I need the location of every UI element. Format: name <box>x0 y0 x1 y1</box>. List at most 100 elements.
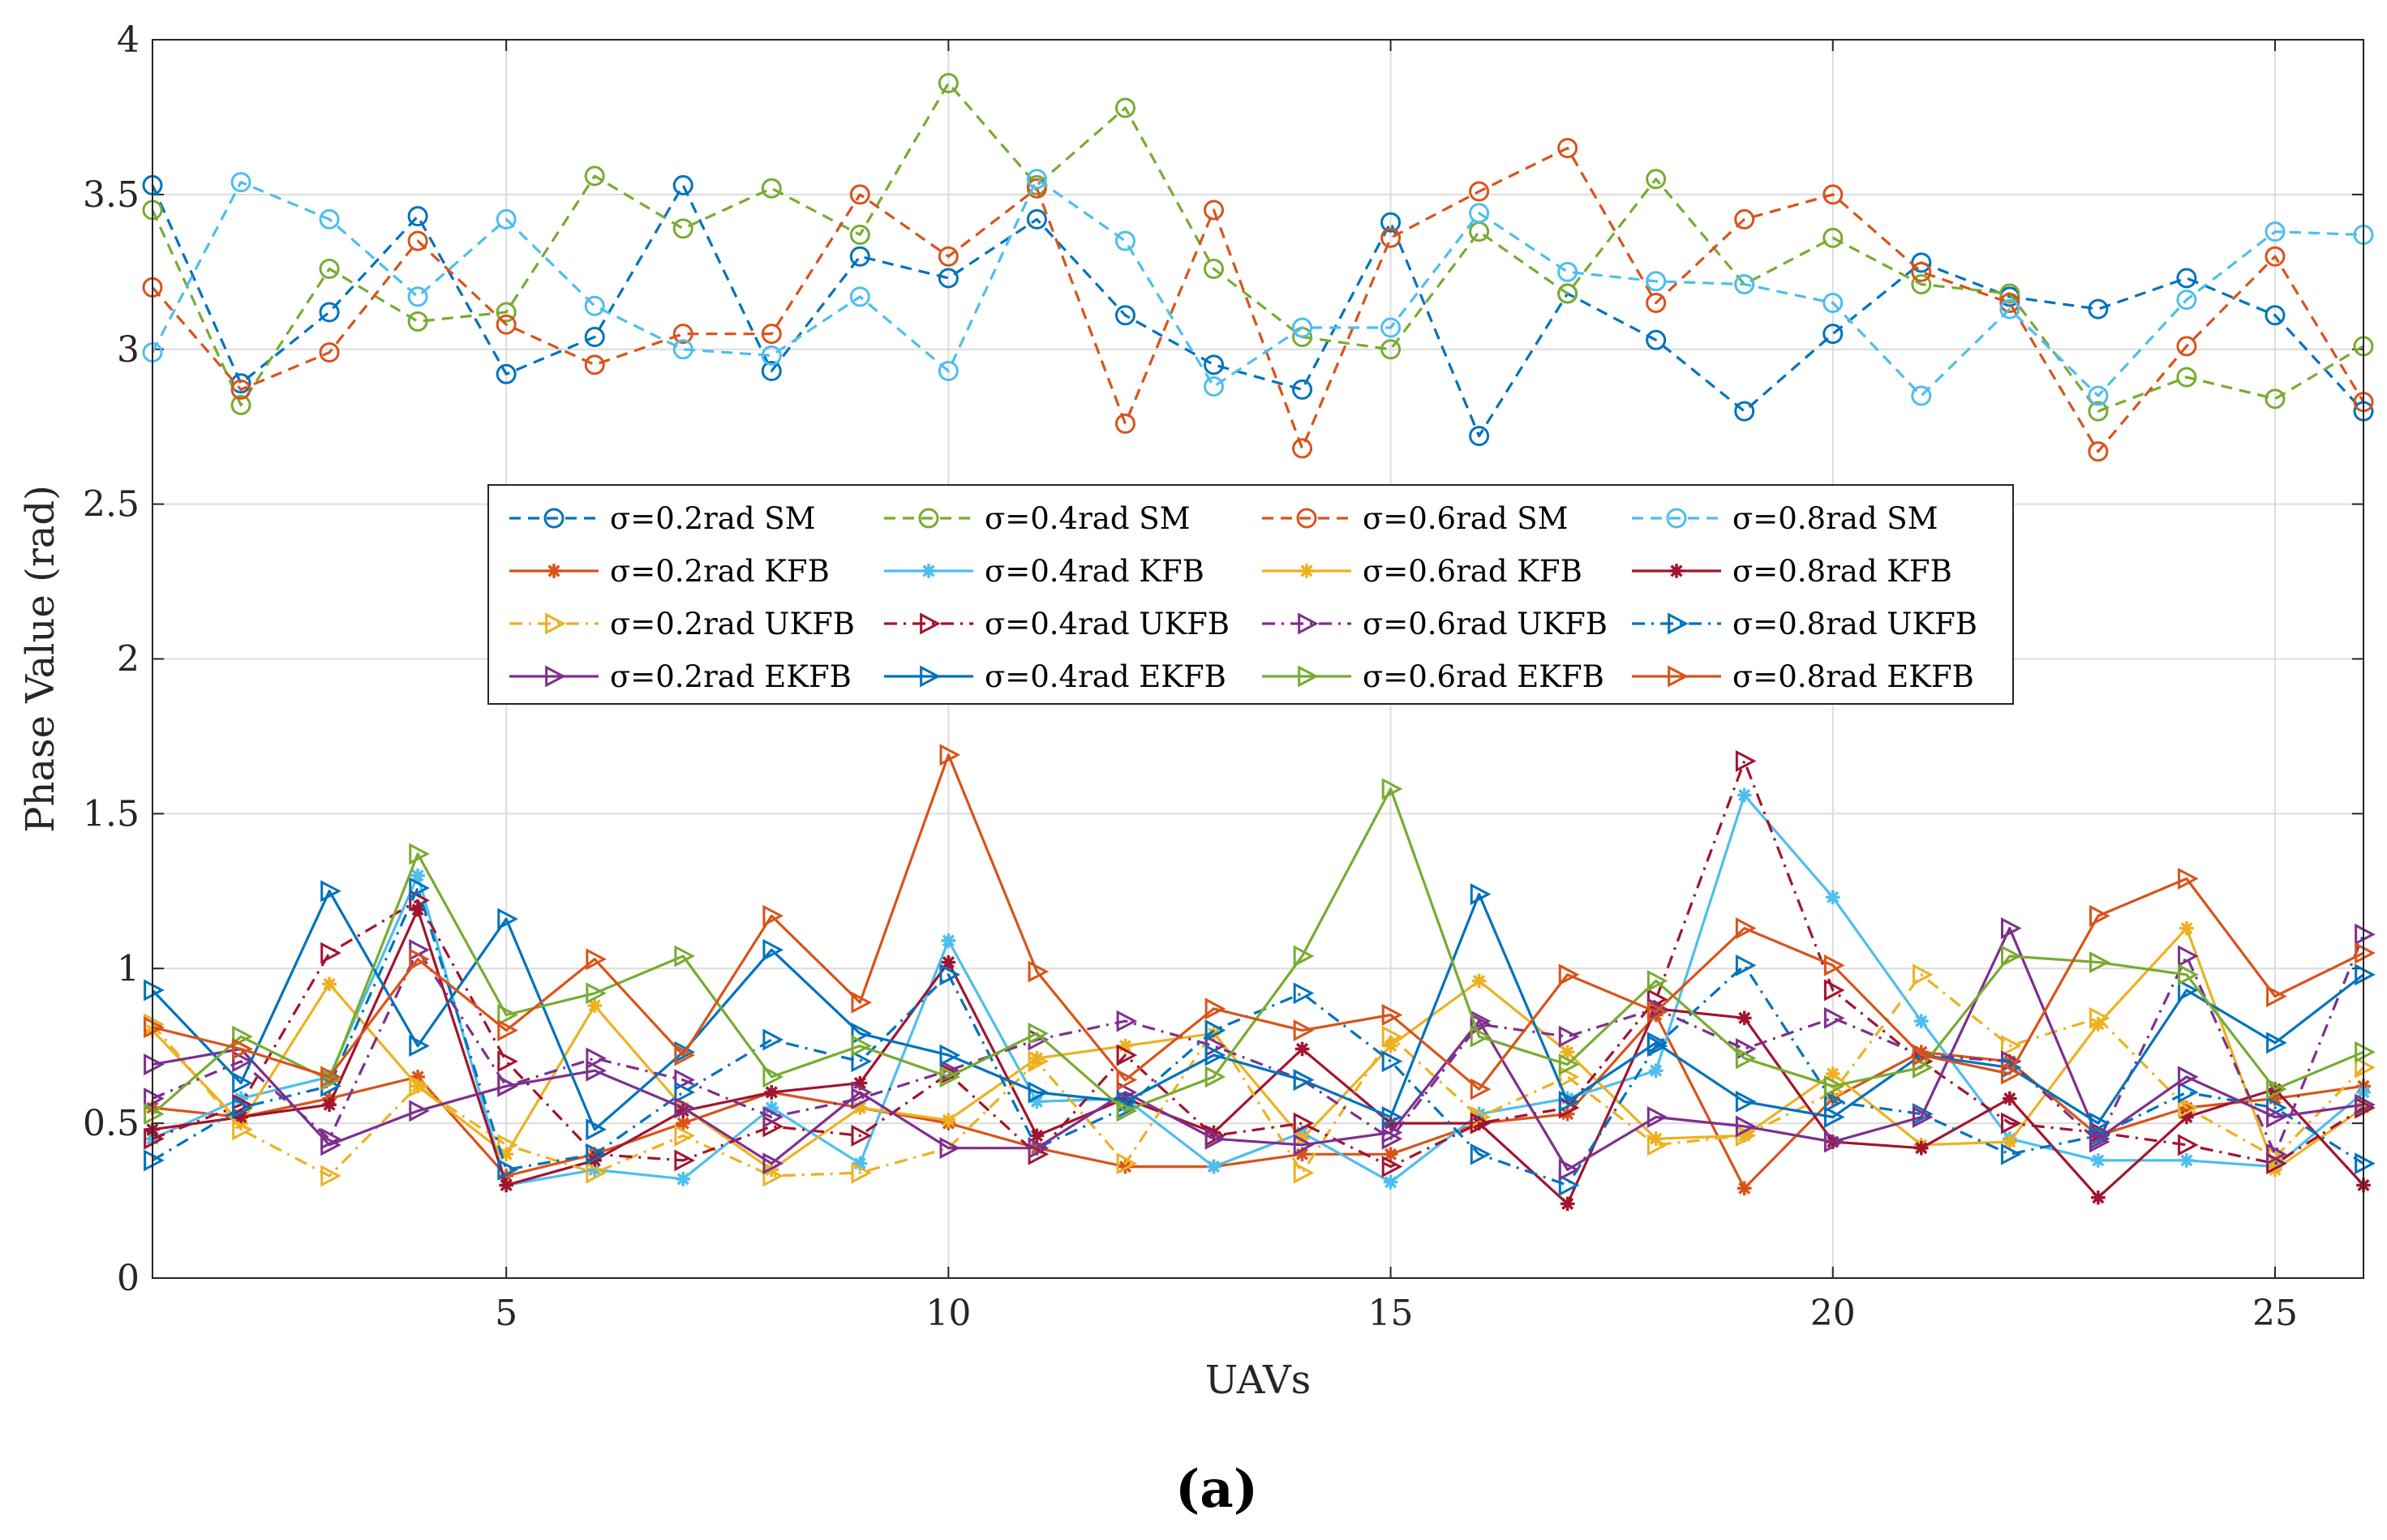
data-point-marker <box>1735 1090 1757 1113</box>
data-point-marker <box>1911 385 1932 406</box>
data-point-marker <box>674 1149 696 1172</box>
series-group <box>144 877 2376 1196</box>
data-point-marker <box>939 963 961 986</box>
data-point-marker <box>674 1069 696 1092</box>
data-point-marker <box>1293 1069 1315 1092</box>
data-point-marker <box>497 1050 518 1073</box>
data-point-marker <box>232 1096 253 1119</box>
legend-label: σ=0.4rad UKFB <box>985 607 1230 641</box>
data-point-marker <box>1669 564 1684 578</box>
data-point-marker <box>918 508 939 529</box>
legend-label: σ=0.4rad EKFB <box>985 659 1226 694</box>
data-point-marker <box>1558 1173 1580 1196</box>
data-point-marker <box>1204 1044 1226 1066</box>
data-point-marker <box>1203 199 1224 221</box>
data-point-marker <box>1823 1006 1845 1029</box>
legend-label: σ=0.8rad KFB <box>1732 554 1952 589</box>
data-point-marker <box>232 1072 253 1094</box>
data-point-marker <box>1999 292 2020 313</box>
data-point-marker <box>496 208 517 229</box>
series-line <box>152 793 2365 1187</box>
data-point-marker <box>852 1100 868 1115</box>
legend-label: σ=0.2rad KFB <box>610 554 830 589</box>
figure-caption: (a) <box>1175 1459 1258 1520</box>
data-point-marker <box>232 1025 253 1048</box>
data-point-marker <box>1381 1156 1403 1178</box>
legend-item: σ=0.2rad UKFB <box>509 607 855 641</box>
legend-item: σ=0.8rad SM <box>1632 501 1938 536</box>
data-point-marker <box>1293 1019 1315 1042</box>
data-point-marker <box>2266 985 2287 1008</box>
legend-label: σ=0.8rad EKFB <box>1732 659 1974 694</box>
data-point-marker <box>584 326 605 347</box>
data-point-marker <box>1116 1044 1138 1066</box>
y-tick-label: 2 <box>117 639 140 680</box>
data-point-marker <box>586 1059 607 1082</box>
data-point-marker <box>1734 208 1755 229</box>
data-point-marker <box>409 889 430 912</box>
data-point-marker <box>2266 1143 2287 1165</box>
data-point-marker <box>409 1100 430 1122</box>
data-point-marker <box>1825 890 1840 905</box>
data-point-marker <box>1560 1045 1575 1060</box>
data-point-marker <box>851 1124 873 1147</box>
data-point-marker <box>1203 354 1224 375</box>
data-point-marker <box>2266 1106 2287 1128</box>
data-point-marker <box>1383 1147 1398 1162</box>
legend-label: σ=0.4rad SM <box>985 501 1191 536</box>
data-point-marker <box>497 1019 518 1042</box>
data-point-marker <box>1734 401 1755 422</box>
data-point-marker <box>497 1134 518 1156</box>
data-point-marker <box>232 1050 253 1073</box>
data-point-marker <box>1381 778 1403 800</box>
data-point-marker <box>319 302 340 323</box>
data-point-marker <box>1735 1047 1757 1070</box>
data-point-marker <box>1026 169 1047 190</box>
data-point-marker <box>1206 1159 1221 1174</box>
data-point-marker <box>2176 367 2197 388</box>
data-point-marker <box>1470 883 1492 906</box>
data-point-marker <box>1114 413 1136 434</box>
data-point-marker <box>1116 1010 1138 1032</box>
data-point-marker <box>1823 979 1845 1002</box>
legend-item: σ=0.2rad EKFB <box>509 659 852 694</box>
plot-frame <box>152 39 2364 1279</box>
data-point-marker <box>497 907 518 930</box>
data-point-marker <box>2178 1096 2199 1119</box>
data-point-marker <box>2355 1040 2376 1063</box>
data-point-marker <box>409 877 430 899</box>
data-point-marker <box>2089 1127 2110 1150</box>
data-point-marker <box>1558 1025 1580 1048</box>
data-point-marker <box>1469 426 1490 447</box>
data-point-marker <box>1911 261 1932 282</box>
data-point-marker <box>2000 1143 2022 1165</box>
data-point-marker <box>1381 1004 1403 1026</box>
data-point-marker <box>1292 438 1313 459</box>
data-point-marker <box>320 1134 341 1156</box>
data-point-marker <box>2266 1078 2287 1100</box>
legend-box <box>487 484 2014 705</box>
data-point-marker <box>672 324 693 345</box>
data-point-marker <box>496 302 517 323</box>
data-point-marker <box>762 1028 784 1051</box>
data-point-marker <box>230 379 251 400</box>
data-point-marker <box>2355 942 2376 964</box>
x-axis-label: UAVs <box>1205 1358 1312 1403</box>
series-group <box>144 880 2376 1141</box>
data-point-marker <box>1646 329 1667 350</box>
data-point-marker <box>1646 1106 1668 1128</box>
data-point-marker <box>1558 1053 1580 1076</box>
data-point-marker <box>2089 1112 2110 1135</box>
data-point-marker <box>2265 388 2286 410</box>
data-point-marker <box>1914 1140 1929 1156</box>
data-point-marker <box>2089 951 2110 974</box>
data-point-marker <box>921 564 936 578</box>
data-point-marker <box>1299 564 1314 578</box>
data-point-marker <box>1293 982 1315 1005</box>
data-point-marker <box>586 1143 607 1165</box>
data-point-marker <box>410 902 425 917</box>
data-point-marker <box>547 564 561 578</box>
legend-label: σ=0.2rad EKFB <box>610 659 852 694</box>
data-point-marker <box>1822 324 1844 345</box>
y-tick-label: 3.5 <box>83 174 140 216</box>
